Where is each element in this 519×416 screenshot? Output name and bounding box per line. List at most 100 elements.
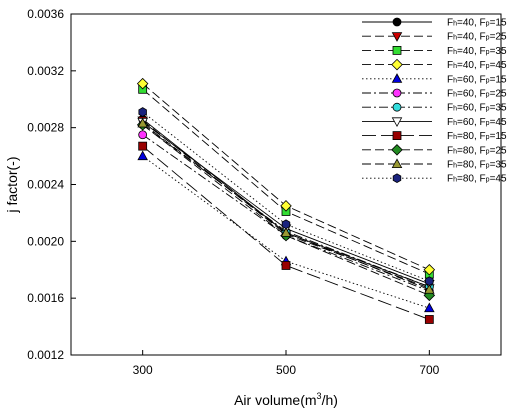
legend-label-part: F [447,32,453,43]
series-9 [138,141,434,324]
plot-frame [70,13,502,356]
legend-entry: Fh=80, Fp=25 [362,144,507,156]
legend-label-part: =45 [490,174,507,185]
legend-label-part: h [453,21,457,28]
legend-label-part: F [447,103,453,114]
legend-label: Fh=60, Fp=45 [447,117,507,128]
data-point [281,261,291,270]
data-point [137,150,148,161]
legend-label-part: h [453,49,457,56]
data-point [280,200,292,212]
data-point [136,77,149,90]
data-point [424,315,434,324]
legend-label: Fh=60, Fp=35 [447,103,507,114]
legend-label-part: =60, F [457,117,486,128]
legend-label-part: p [486,63,490,70]
y-axis: 0.0012 0.0016 0.0020 0.0024 0.0028 0.0032 0.00… [27,7,76,362]
legend-entry: Fh=40, Fp=25 [362,32,507,43]
data-point [281,219,291,230]
x-axis: 300 500 700 [133,350,440,377]
legend-label-part: =40, F [457,32,486,43]
x-axis-title: Air volume(m3/h) [234,391,338,408]
legend-entry: Fh=40, Fp=15 [362,18,507,29]
legend-label-part: F [447,117,453,128]
legend-label-part: =25 [490,89,507,100]
legend-label-part: p [486,77,490,84]
series-11 [137,117,435,294]
y-axis-title: j factor(-) [4,157,20,214]
legend-entry: Fh=40, Fp=35 [362,46,507,57]
legend-label-part: h [453,106,457,113]
legend-label-part: =15 [490,18,507,29]
legend-marker [391,32,403,42]
legend-label: Fh=80, Fp=15 [447,131,507,142]
legend-label-part: =60, F [457,74,486,85]
legend-label-part: p [486,134,490,141]
x-axis-title-superscript: 3 [317,391,322,401]
legend-label-part: p [486,49,490,56]
legend-label-part: =60, F [457,89,486,100]
legend-label-part: =15 [490,131,507,142]
legend-label-part: =35 [490,160,507,171]
legend-marker [391,144,403,156]
legend-label-part: F [447,89,453,100]
data-point [138,130,148,140]
legend-label-part: F [447,18,453,29]
legend-label-part: =45 [490,60,507,71]
legend-marker [392,102,402,112]
y-tick-label: 0.0012 [27,348,64,362]
legend-label-part: p [486,92,490,99]
legend-label: Fh=80, Fp=35 [447,160,507,171]
legend-label-part: p [486,35,490,42]
legend-marker [392,173,402,184]
y-tick-label: 0.0016 [27,291,64,305]
series-line [142,111,430,282]
legend-label-part: h [453,148,457,155]
legend-label-part: =25 [490,32,507,43]
legend-label-part: =80, F [457,131,486,142]
legend-label-part: h [453,77,457,84]
legend-label-part: p [486,120,490,127]
legend-label: Fh=80, Fp=25 [447,145,507,156]
y-tick-label: 0.0028 [27,121,64,135]
legend-label-part: F [447,60,453,71]
legend-label-part: h [453,120,457,127]
legend-label-part: F [447,74,453,85]
data-point [138,107,147,117]
legend-label-part: p [486,106,490,113]
legend-label-part: p [486,177,490,184]
legend-label-part: =80, F [457,145,486,156]
legend-label: Fh=80, Fp=45 [447,174,507,185]
x-tick-label: 700 [419,363,439,377]
legend-marker [392,88,402,98]
legend-label-part: =40, F [457,46,486,57]
legend-label-part: =35 [490,103,507,114]
series-line [142,88,430,275]
legend-label-part: =80, F [457,160,486,171]
legend-label-part: =80, F [457,174,486,185]
legend-entry: Fh=80, Fp=15 [362,131,507,142]
series-line [142,145,430,320]
legend-label-part: =45 [490,117,507,128]
y-tick-label: 0.0020 [27,234,64,248]
data-point [280,227,292,237]
legend-marker [391,117,403,128]
series-line [142,124,430,296]
legend-entry: Fh=60, Fp=45 [362,117,507,128]
legend-marker [392,46,402,55]
legend-entry: Fh=60, Fp=35 [362,103,507,114]
y-tick-label: 0.0024 [27,178,64,192]
legend-label-part: h [453,35,457,42]
x-tick-label: 500 [276,363,296,377]
legend-label: Fh=40, Fp=35 [447,46,507,57]
legend-label: Fh=40, Fp=45 [447,60,507,71]
data-point [424,284,435,294]
data-point [425,276,434,286]
legend-label-part: F [447,174,453,185]
legend-label-part: =60, F [457,103,486,114]
data-point [137,117,148,128]
legend-label-part: F [447,131,453,142]
x-axis-title-main: Air volume(m [234,392,316,408]
